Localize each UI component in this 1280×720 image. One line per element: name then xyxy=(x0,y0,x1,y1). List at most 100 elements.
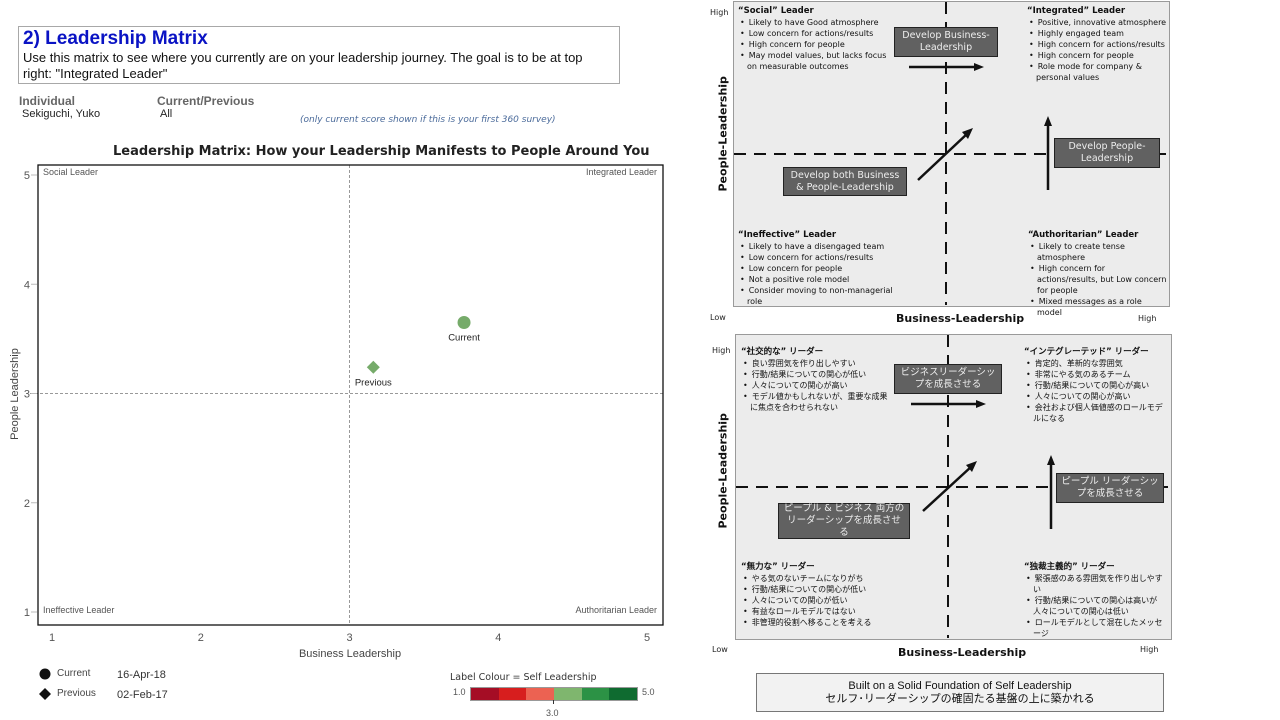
en-quadrant-authoritarian: “Authoritarian” Leader Likely to create … xyxy=(1028,229,1168,318)
en-develop-people-box: Develop People-Leadership xyxy=(1054,138,1160,168)
jp-ineffective-item: 人々についての関心が低い xyxy=(741,595,911,606)
en-arrowhead-both-icon xyxy=(962,128,973,139)
colour-scale-segment xyxy=(526,688,555,700)
en-develop-business-box: Develop Business-Leadership xyxy=(894,27,998,57)
en-integrated-item: Role mode for company & personal values xyxy=(1027,61,1167,83)
jp-ineffective-item: 行動/結果についての関心が低い xyxy=(741,584,911,595)
en-matrix-diagram: “Social” Leader Likely to have Good atmo… xyxy=(733,1,1170,317)
jp-ineffective-title: “無力な” リーダー xyxy=(741,562,815,572)
colour-scale-segment xyxy=(609,688,638,700)
jp-quadrant-integrated: “インテグレーテッド” リーダー 肯定的、革新的な雰囲気非常にやる気のあるチーム… xyxy=(1024,346,1170,424)
en-arrowhead-business-icon xyxy=(974,63,984,71)
en-ineffective-title: “Ineffective” Leader xyxy=(738,230,837,240)
en-authoritarian-title: “Authoritarian” Leader xyxy=(1028,230,1139,240)
en-integrated-item: High concern for actions/results xyxy=(1027,39,1167,50)
jp-authoritarian-item: 行動/結果についての関心は高いが人々についての関心は低い xyxy=(1024,595,1170,617)
jp-authoritarian-title: “独裁主義的” リーダー xyxy=(1024,562,1115,572)
jp-develop-business-box: ビジネスリーダーシップを成長させる xyxy=(894,364,1002,394)
quadrant-label-social: Social Leader xyxy=(43,167,98,177)
jp-arrowhead-both-icon xyxy=(966,461,977,472)
first-survey-note: (only current score shown if this is you… xyxy=(300,115,556,125)
x-tick-label: 1 xyxy=(49,632,55,644)
jp-matrix-diagram: “社交的な” リーダー 良い雰囲気を作り出しやすい行動/結果についての関心が低い… xyxy=(735,334,1172,640)
en-ineffective-item: Low concern for actions/results xyxy=(738,252,908,263)
x-tick-label: 2 xyxy=(198,632,204,644)
jp-arrowhead-business-icon xyxy=(976,400,986,408)
quadrant-label-integrated: Integrated Leader xyxy=(586,167,657,177)
legend-current-label: Current xyxy=(57,668,91,679)
legend-diamond-icon xyxy=(39,688,51,700)
chart-title: Leadership Matrix: How your Leadership M… xyxy=(113,144,650,159)
colour-scale-segment xyxy=(554,688,582,700)
jp-integrated-item: 非常にやる気のあるチーム xyxy=(1024,369,1170,380)
colour-scale-segment xyxy=(471,688,499,700)
en-x-low: Low xyxy=(710,313,726,322)
period-label: Current/Previous xyxy=(157,94,255,108)
jp-develop-both-box: ピープル & ビジネス 両方のリーダーシップを成長させる xyxy=(778,503,910,539)
en-y-high: High xyxy=(710,8,729,17)
jp-integrated-title: “インテグレーテッド” リーダー xyxy=(1024,347,1149,357)
jp-social-item: モデル値かもしれないが、重要な成果に焦点を合わせられない xyxy=(741,391,889,413)
en-authoritarian-item: Likely to create tense atmosphere xyxy=(1028,241,1168,263)
foundation-banner: Built on a Solid Foundation of Self Lead… xyxy=(756,673,1164,712)
data-point-current xyxy=(457,315,471,329)
jp-authoritarian-item: 緊張感のある雰囲気を作り出しやすい xyxy=(1024,573,1170,595)
period-filter[interactable]: All xyxy=(160,108,173,120)
jp-quadrant-authoritarian: “独裁主義的” リーダー 緊張感のある雰囲気を作り出しやすい行動/結果についての… xyxy=(1024,561,1170,639)
jp-quadrant-social: “社交的な” リーダー 良い雰囲気を作り出しやすい行動/結果についての関心が低い… xyxy=(741,346,889,413)
legend-previous-date: 02-Feb-17 xyxy=(117,689,168,701)
jp-social-item: 良い雰囲気を作り出しやすい xyxy=(741,358,889,369)
colour-scale-max: 5.0 xyxy=(642,687,655,697)
en-ineffective-item: Low concern for people xyxy=(738,263,908,274)
en-social-title: “Social” Leader xyxy=(738,6,814,16)
jp-integrated-item: 会社および個人価値感のロールモデルになる xyxy=(1024,402,1170,424)
jp-social-item: 人々についての関心が高い xyxy=(741,380,889,391)
en-social-item: Low concern for actions/results xyxy=(738,28,888,39)
jp-quadrant-ineffective: “無力な” リーダー やる気のないチームになりがち行動/結果についての関心が低い… xyxy=(741,561,911,628)
jp-arrow-both xyxy=(922,465,973,512)
jp-ineffective-item: 非管理的役割へ移ることを考える xyxy=(741,617,911,628)
colour-scale-title: Label Colour = Self Leadership xyxy=(450,672,597,683)
y-tick-label: 2 xyxy=(24,498,30,510)
en-x-axis-title: Business-Leadership xyxy=(896,312,1025,325)
jp-x-axis-title: Business-Leadership xyxy=(898,646,1027,659)
jp-integrated-item: 人々についての関心が高い xyxy=(1024,391,1170,402)
leadership-matrix-chart: 1 2 3 4 5 1 2 3 4 5 Business Leadership People Le… xyxy=(9,164,664,660)
jp-integrated-item: 行動/結果についての関心が高い xyxy=(1024,380,1170,391)
data-label-current: Current xyxy=(448,332,480,343)
jp-develop-people-box: ピープル リーダーシップを成長させる xyxy=(1056,473,1164,503)
en-x-high: High xyxy=(1138,314,1157,323)
x-tick-label: 3 xyxy=(346,632,352,644)
en-integrated-title: “Integrated” Leader xyxy=(1027,6,1126,16)
en-social-item: Likely to have Good atmosphere xyxy=(738,17,888,28)
jp-social-item: 行動/結果についての関心が低い xyxy=(741,369,889,380)
quadrant-label-ineffective: Ineffective Leader xyxy=(43,605,114,615)
legend-previous-label: Previous xyxy=(57,688,96,699)
en-develop-both-box: Develop both Business & People-Leadershi… xyxy=(783,167,907,196)
legend-circle-icon xyxy=(39,668,51,680)
en-ineffective-item: Not a positive role model xyxy=(738,274,908,285)
en-authoritarian-item: Mixed messages as a role model xyxy=(1028,296,1168,318)
individual-filter[interactable]: Sekiguchi, Yuko xyxy=(22,108,101,120)
jp-x-high: High xyxy=(1140,645,1159,654)
colour-scale-segment xyxy=(498,688,527,700)
en-integrated-item: High concern for people xyxy=(1027,50,1167,61)
legend-current-date: 16-Apr-18 xyxy=(117,669,166,681)
data-point-previous xyxy=(366,360,380,374)
jp-arrowhead-people-icon xyxy=(1047,455,1055,465)
en-quadrant-ineffective: “Ineffective” Leader Likely to have a di… xyxy=(738,229,908,307)
foundation-text-jp: セルフ･リーダーシップの確固たる基盤の上に築かれる xyxy=(825,693,1095,705)
jp-social-title: “社交的な” リーダー xyxy=(741,347,824,357)
foundation-text-en: Built on a Solid Foundation of Self Lead… xyxy=(848,680,1072,692)
y-tick-label: 5 xyxy=(24,170,30,182)
jp-integrated-item: 肯定的、革新的な雰囲気 xyxy=(1024,358,1170,369)
jp-x-low: Low xyxy=(712,645,728,654)
colour-scale-segment xyxy=(581,688,610,700)
data-label-previous: Previous xyxy=(355,377,392,388)
colour-scale-min: 1.0 xyxy=(453,687,466,697)
header-box: 2) Leadership Matrix Use this matrix to … xyxy=(18,26,620,84)
en-ineffective-item: Likely to have a disengaged team xyxy=(738,241,908,252)
jp-ineffective-item: 有益なロールモデルではない xyxy=(741,606,911,617)
en-integrated-item: Highly engaged team xyxy=(1027,28,1167,39)
quadrant-label-authoritarian: Authoritarian Leader xyxy=(575,605,657,615)
